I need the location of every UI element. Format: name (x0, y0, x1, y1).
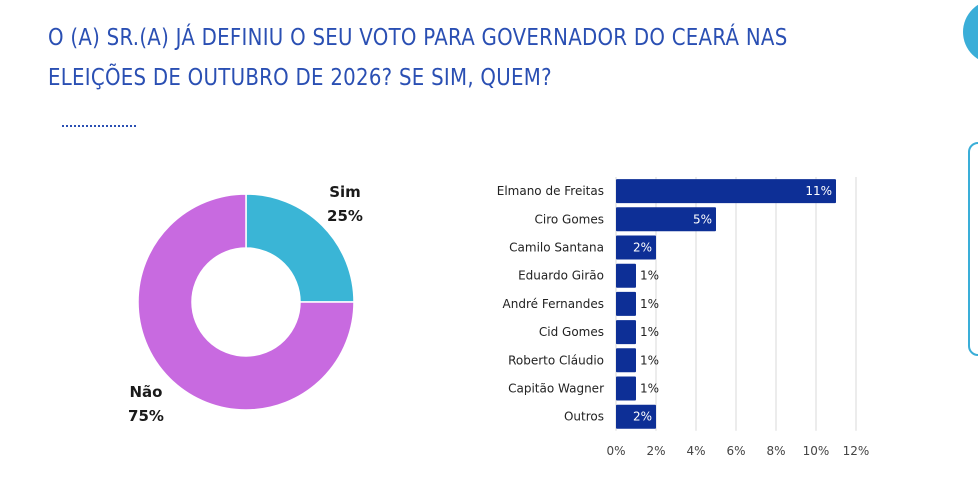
bar-category-label: Outros (564, 410, 604, 424)
bar (616, 235, 656, 260)
donut-chart: Sim 25% Não 75% (128, 183, 363, 425)
bar-value-label: 2% (633, 410, 652, 424)
bar (616, 291, 636, 316)
x-tick-label: 0% (606, 444, 625, 458)
donut-label-não: Não (130, 383, 163, 401)
bar-value-label: 1% (640, 325, 659, 339)
donut-label-sim: Sim (329, 183, 361, 201)
bar (616, 348, 636, 373)
bar-value-label: 11% (805, 184, 832, 198)
x-tick-label: 6% (726, 444, 745, 458)
x-tick-label: 2% (646, 444, 665, 458)
bar-category-label: Roberto Cláudio (508, 353, 604, 367)
bar (616, 179, 836, 204)
bar-category-label: Cid Gomes (539, 325, 604, 339)
title-underline (62, 125, 136, 127)
chart-title-line-2: ELEIÇÕES DE OUTUBRO DE 2026? SE SIM, QUE… (48, 65, 552, 91)
donut-slice-não (137, 193, 355, 411)
chart-title-line-1: O (A) SR.(A) JÁ DEFINIU O SEU VOTO PARA … (48, 25, 788, 51)
bar (616, 263, 636, 288)
bar-category-label: Camilo Santana (509, 241, 604, 255)
x-tick-label: 10% (803, 444, 830, 458)
donut-value-sim: 25% (327, 207, 363, 225)
bar-category-label: Elmano de Freitas (497, 184, 604, 198)
x-tick-label: 8% (766, 444, 785, 458)
decorative-side-frame (968, 142, 978, 356)
bar (616, 207, 716, 232)
bar-value-label: 1% (640, 382, 659, 396)
bar-value-label: 1% (640, 353, 659, 367)
bar-category-label: Ciro Gomes (534, 212, 604, 226)
bar-category-label: Eduardo Girão (518, 269, 604, 283)
bar (616, 404, 656, 429)
donut-slice-sim (245, 193, 355, 303)
bar-value-label: 2% (633, 241, 652, 255)
decorative-circle (963, 0, 978, 64)
x-tick-label: 4% (686, 444, 705, 458)
bar-value-label: 1% (640, 269, 659, 283)
bar-category-label: André Fernandes (503, 297, 604, 311)
chart-title: O (A) SR.(A) JÁ DEFINIU O SEU VOTO PARA … (48, 18, 788, 98)
bar (616, 320, 636, 345)
bar-chart: 0% 2% 4% 6% 8% 10% 12% Elmano de Freitas 11% Ciro… (497, 177, 870, 458)
bar-value-label: 5% (693, 212, 712, 226)
x-tick-label: 12% (843, 444, 870, 458)
donut-value-não: 75% (128, 407, 164, 425)
bar-value-label: 1% (640, 297, 659, 311)
bar-category-label: Capitão Wagner (508, 382, 604, 396)
bar (616, 376, 636, 401)
